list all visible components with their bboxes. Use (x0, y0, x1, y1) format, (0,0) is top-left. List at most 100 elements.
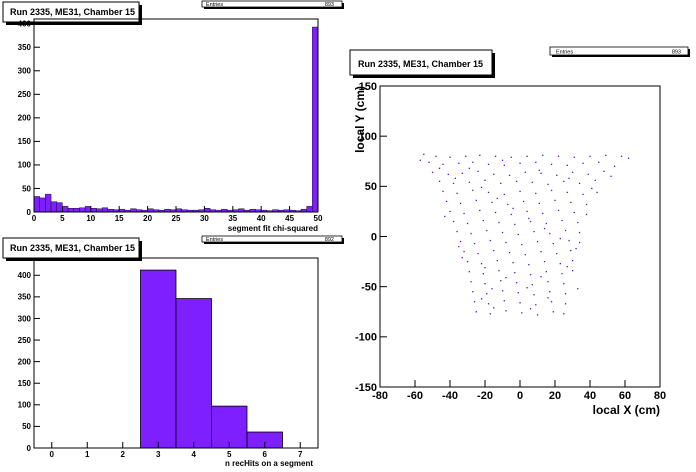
xy-point (470, 232, 472, 235)
xy-point (533, 294, 535, 296)
xy-point (529, 274, 532, 276)
xy-point (552, 242, 554, 245)
xy-point (435, 155, 437, 157)
xy-point (466, 222, 469, 225)
xy-point (503, 193, 505, 196)
xy-point (563, 283, 565, 285)
xy-point (442, 190, 444, 193)
xy-point (468, 167, 470, 169)
xy-point (500, 182, 502, 185)
nhits-title-box: Run 2335, ME31, Chamber 15 (2, 237, 142, 261)
chi2-bar (84, 206, 92, 213)
nhits-xtick-label: 4 (192, 450, 197, 459)
xy-point (468, 181, 470, 184)
nhits-panel: Run 2335, ME31, Chamber 15 Entries 892 0… (2, 235, 344, 468)
xy-point (463, 250, 465, 253)
xy-point (591, 187, 593, 190)
xy-point (519, 162, 521, 164)
xy-point (487, 303, 490, 305)
xy-point (459, 240, 462, 243)
nhits-ytick-label: 150 (18, 379, 32, 388)
xy-point (477, 252, 479, 255)
chi2-xtick-label: 15 (115, 214, 124, 223)
xy-point (444, 215, 446, 218)
xy-point (458, 245, 460, 248)
xy-point (578, 231, 581, 234)
xy-point (535, 304, 537, 306)
nhits-xtick-label: 7 (298, 450, 303, 459)
xy-point (605, 154, 607, 156)
xy-point (456, 230, 458, 233)
xy-point (438, 180, 441, 183)
xy-point (461, 172, 463, 174)
xy-point (503, 164, 505, 166)
xy-point (484, 179, 486, 182)
xy-point (508, 174, 511, 176)
xy-point (610, 175, 612, 177)
xy-point (620, 155, 623, 157)
xy-point (501, 290, 504, 292)
xy-point (568, 239, 570, 242)
chi2-ytick-label: 50 (22, 184, 31, 193)
nhits-ytick-label: 250 (18, 336, 32, 345)
chi2-ytick-label: 100 (18, 161, 32, 170)
chi2-bar (204, 208, 211, 213)
xy-point (578, 241, 581, 244)
xy-point (573, 211, 575, 214)
xy-title-box: Run 2335, ME31, Chamber 15 (349, 49, 495, 78)
xy-point (505, 310, 507, 312)
xy-point (570, 201, 572, 204)
xy-point (449, 210, 451, 213)
xy-point (514, 272, 516, 274)
xy-point (489, 313, 491, 315)
xy-point (496, 259, 498, 262)
chi2-bar (306, 206, 313, 213)
chi2-xtick-label: 5 (60, 214, 65, 223)
xy-point (540, 250, 542, 253)
xy-point (480, 186, 483, 189)
chi2-bar (73, 208, 80, 213)
xy-point (510, 213, 512, 216)
xy-point (573, 156, 575, 158)
chi2-stats-label: Entries (206, 2, 223, 8)
xy-point (535, 192, 537, 195)
xy-point (589, 155, 591, 157)
xy-point (512, 207, 514, 210)
xy-point (571, 171, 574, 173)
xy-point (442, 163, 444, 165)
xy-point (571, 270, 574, 272)
xy-point (507, 203, 509, 206)
xy-point (519, 190, 521, 193)
xy-point (538, 169, 540, 171)
nhits-xtick-label: 6 (263, 450, 268, 459)
xy-point (500, 280, 502, 282)
chi2-bar (90, 208, 97, 213)
xy-ytick-label: 100 (359, 131, 377, 143)
chi2-xtick-label: 0 (32, 214, 37, 223)
xy-point (454, 177, 456, 180)
xy-point (487, 163, 490, 165)
chi2-axes: 0 5 10 15 20 25 30 35 40 45 50 0 50 100 150 200 250 300 35… (18, 20, 323, 223)
xy-point (564, 229, 567, 232)
nhits-xtick-label: 3 (156, 450, 161, 459)
xy-point (508, 251, 511, 254)
xy-point (470, 281, 472, 283)
xy-point (521, 312, 523, 314)
xy-point (501, 231, 504, 234)
xy-point (475, 199, 477, 202)
xy-point (515, 180, 518, 183)
xy-point (514, 223, 516, 226)
xy-point (533, 230, 535, 233)
chi2-ytick-label: 200 (18, 114, 32, 123)
xy-point (526, 210, 528, 213)
nhits-xtick-label: 1 (85, 450, 90, 459)
chi2-xtick-label: 25 (172, 214, 181, 223)
xy-point (475, 311, 477, 313)
chi2-ytick-label: 350 (18, 43, 32, 52)
xy-point (547, 183, 549, 186)
xy-point (428, 161, 430, 163)
xy-point (613, 165, 616, 167)
xy-point (491, 201, 493, 204)
xy-point (587, 173, 589, 175)
nhits-stats-box: Entries 892 (201, 235, 344, 244)
